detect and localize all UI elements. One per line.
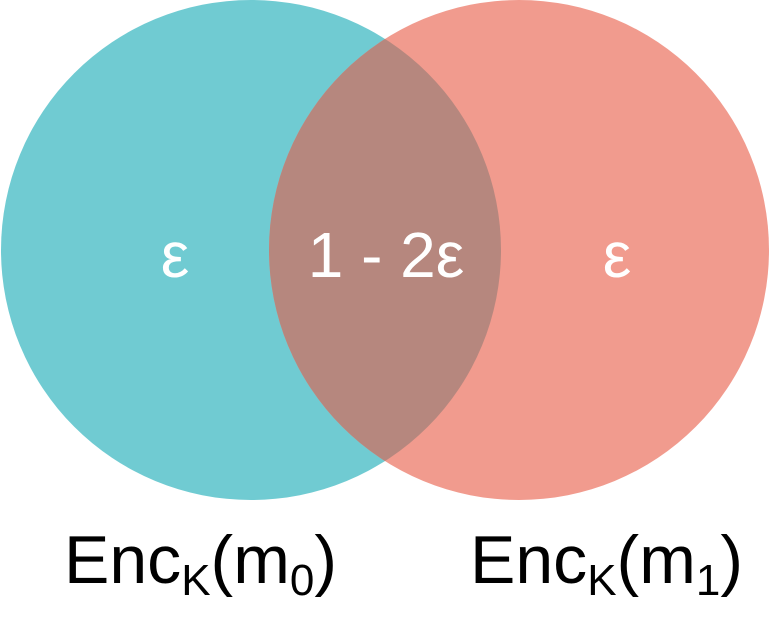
right-circle-caption: EncK(m1) — [470, 526, 743, 603]
caption-right-msg-index: 1 — [695, 556, 721, 605]
caption-left-msg-index: 0 — [289, 556, 315, 605]
caption-right-key: K — [587, 556, 617, 605]
caption-left-close: ) — [314, 522, 337, 598]
left-circle-caption: EncK(m0) — [64, 526, 337, 603]
caption-left-open: (m — [210, 522, 290, 598]
right-only-label: ε — [603, 219, 632, 291]
caption-left-base: Enc — [64, 522, 182, 598]
overlap-label: 1 - 2ε — [308, 219, 465, 291]
caption-left-key: K — [181, 556, 211, 605]
caption-right-base: Enc — [470, 522, 588, 598]
overlap-region — [269, 0, 501, 500]
caption-right-close: ) — [720, 522, 743, 598]
left-only-label: ε — [161, 219, 190, 291]
caption-right-open: (m — [616, 522, 696, 598]
